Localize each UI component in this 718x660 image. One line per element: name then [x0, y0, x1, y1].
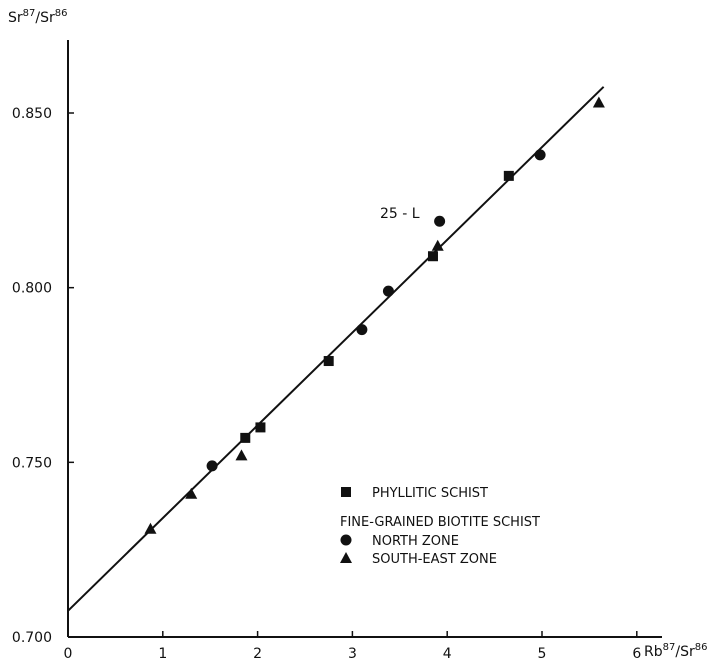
- x-tick-label: 2: [253, 646, 262, 660]
- legend-circle-marker: [340, 534, 352, 546]
- point-square: [323, 356, 334, 367]
- y-tick-label: 0.800: [12, 281, 52, 297]
- y-tick-label: 0.850: [12, 106, 52, 122]
- point-square: [255, 422, 266, 433]
- regression-line-group: [67, 86, 605, 612]
- legend-label-phyllitic-schist: PHYLLITIC SCHIST: [372, 486, 488, 501]
- point-circle: [356, 324, 368, 336]
- point-triangle: [431, 239, 444, 251]
- point-triangle: [592, 96, 605, 108]
- data-points: [144, 96, 605, 534]
- y-axis-title: Sr87/Sr86: [8, 8, 67, 26]
- y-axis-ticks: 0.700 0.750 0.800 0.850: [12, 106, 74, 646]
- axes: [67, 40, 662, 638]
- x-tick-label: 5: [538, 646, 547, 660]
- point-triangle: [144, 522, 157, 534]
- point-triangle: [235, 449, 248, 461]
- y-tick-label: 0.700: [12, 630, 52, 646]
- point-circle: [434, 215, 446, 227]
- legend-square-marker: [341, 487, 351, 497]
- point-square: [240, 432, 251, 443]
- x-tick-label: 1: [158, 646, 167, 660]
- x-tick-label: 4: [443, 646, 452, 660]
- legend-triangle-marker: [340, 552, 352, 563]
- point-triangle: [185, 487, 198, 499]
- legend-group-heading: FINE-GRAINED BIOTITE SCHIST: [340, 515, 540, 530]
- x-tick-label: 0: [64, 646, 73, 660]
- regression-line: [67, 86, 605, 612]
- point-square: [503, 170, 514, 181]
- legend-label-south-east-zone: SOUTH-EAST ZONE: [372, 552, 497, 567]
- point-square: [427, 251, 438, 262]
- x-axis-title: Rb87/Sr86: [644, 642, 707, 660]
- y-tick-label: 0.750: [12, 455, 52, 471]
- annotation-25-L: 25 - L: [380, 206, 420, 222]
- x-tick-label: 6: [632, 646, 641, 660]
- legend-label-north-zone: NORTH ZONE: [372, 534, 459, 549]
- x-tick-label: 3: [348, 646, 357, 660]
- point-circle: [534, 149, 546, 161]
- legend: PHYLLITIC SCHIST FINE-GRAINED BIOTITE SC…: [340, 486, 540, 567]
- point-circle: [206, 460, 218, 472]
- point-circle: [382, 285, 394, 297]
- x-axis-ticks: 0 1 2 3 4 5 6: [64, 631, 641, 660]
